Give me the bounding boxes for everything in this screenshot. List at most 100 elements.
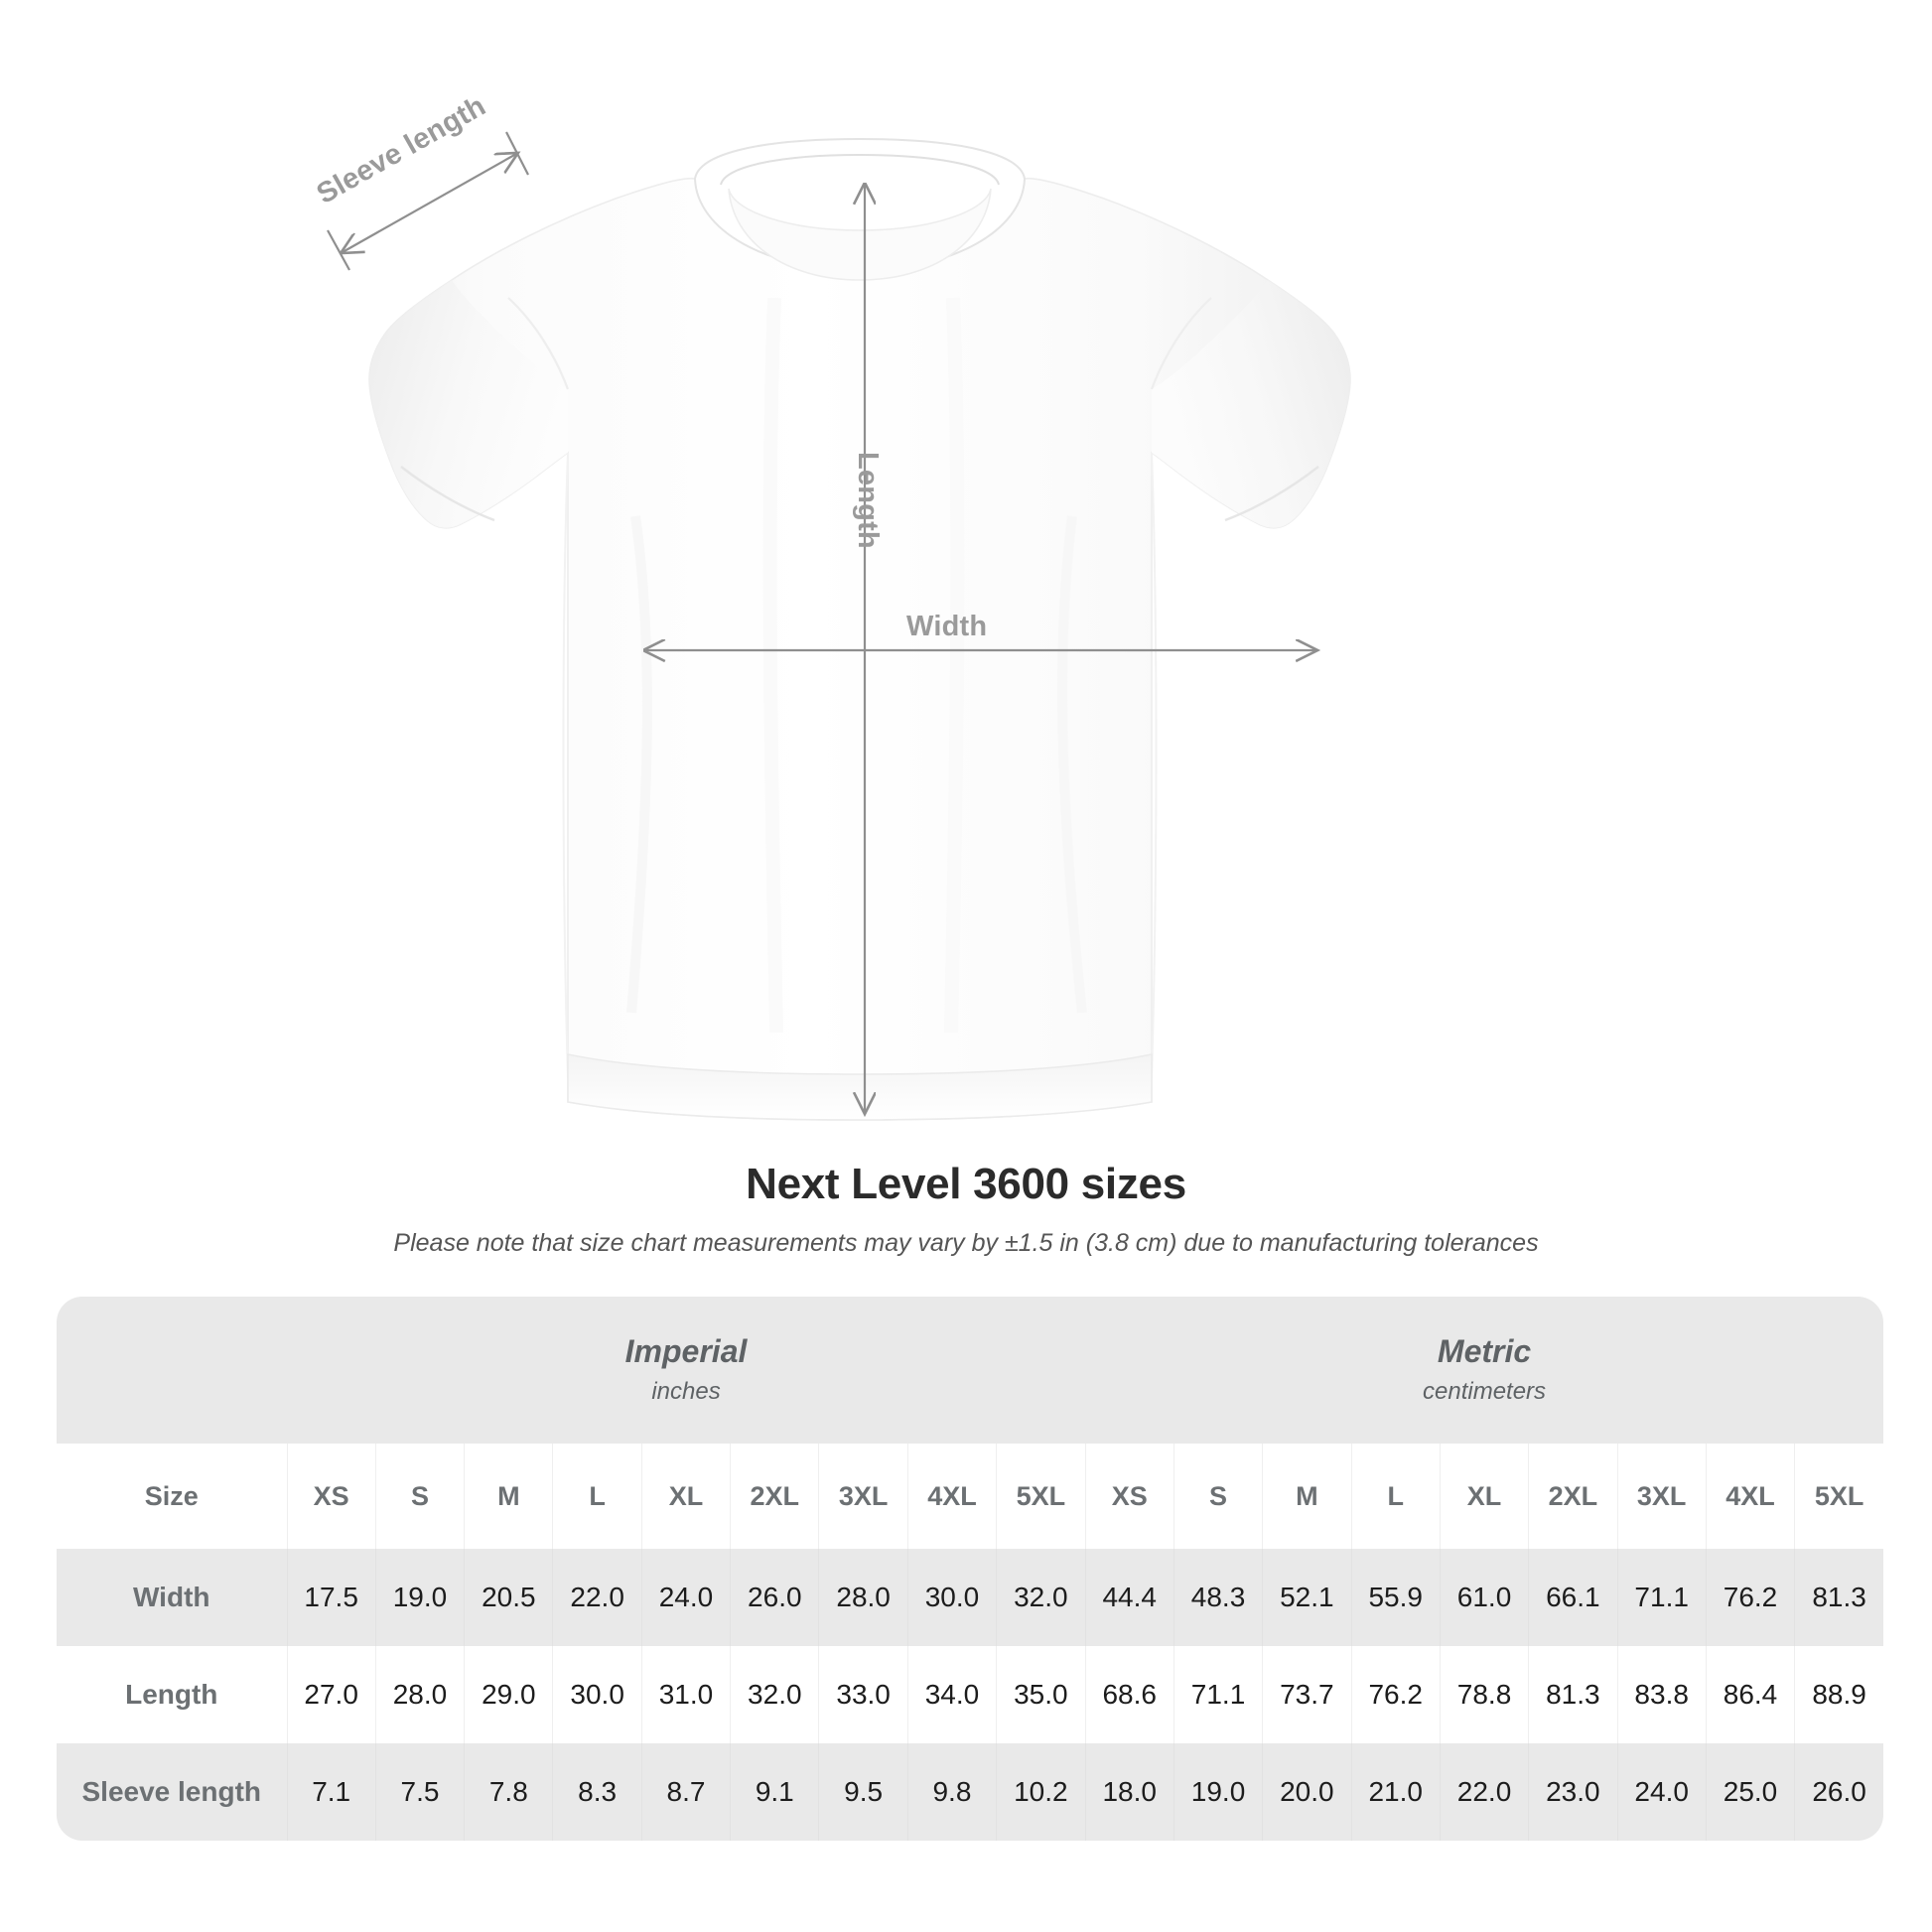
cell-metric: 52.1 <box>1262 1549 1352 1646</box>
cell-metric: 81.3 <box>1794 1549 1884 1646</box>
cell-imperial: 20.5 <box>464 1549 553 1646</box>
size-header-metric-m: M <box>1262 1444 1352 1549</box>
size-header-metric-xs: XS <box>1084 1444 1174 1549</box>
cell-metric: 78.8 <box>1439 1646 1529 1743</box>
cell-imperial: 22.0 <box>552 1549 642 1646</box>
cell-imperial: 9.8 <box>906 1743 997 1841</box>
size-header-imperial-2xl: 2XL <box>730 1444 819 1549</box>
length-label: Length <box>852 452 884 549</box>
cell-imperial: 28.0 <box>818 1549 908 1646</box>
cell-imperial: 33.0 <box>818 1646 908 1743</box>
tolerance-note: Please note that size chart measurements… <box>393 1229 1539 1257</box>
cell-metric: 71.1 <box>1173 1646 1263 1743</box>
cell-metric: 24.0 <box>1616 1743 1707 1841</box>
cell-metric: 76.2 <box>1705 1549 1795 1646</box>
row-label: Sleeve length <box>57 1743 287 1841</box>
cell-imperial: 7.1 <box>286 1743 376 1841</box>
cell-metric: 61.0 <box>1439 1549 1529 1646</box>
size-header-row: Size XS S M L XL 2XL 3XL 4XL 5XL XS S M L XL 2XL 3XL 4XL… <box>57 1444 1884 1549</box>
cell-imperial: 30.0 <box>552 1646 642 1743</box>
cell-imperial: 27.0 <box>286 1646 376 1743</box>
page-title: Next Level 3600 sizes <box>746 1160 1186 1208</box>
size-column-header: Size <box>57 1444 287 1549</box>
table-row: Length 27.0 28.0 29.0 30.0 31.0 32.0 33.0 34.0 35… <box>57 1646 1884 1743</box>
cell-metric: 21.0 <box>1350 1743 1441 1841</box>
size-header-imperial-4xl: 4XL <box>906 1444 997 1549</box>
cell-imperial: 28.0 <box>374 1646 465 1743</box>
cell-metric: 48.3 <box>1173 1549 1263 1646</box>
unit-band-spacer <box>57 1297 287 1444</box>
size-header-imperial-m: M <box>464 1444 553 1549</box>
row-label: Length <box>57 1646 287 1743</box>
size-header-metric-2xl: 2XL <box>1528 1444 1618 1549</box>
size-header-imperial-5xl: 5XL <box>996 1444 1086 1549</box>
cell-metric: 86.4 <box>1705 1646 1795 1743</box>
cell-imperial: 17.5 <box>286 1549 376 1646</box>
cell-imperial: 29.0 <box>464 1646 553 1743</box>
cell-imperial: 9.1 <box>730 1743 819 1841</box>
cell-metric: 26.0 <box>1794 1743 1884 1841</box>
cell-imperial: 7.5 <box>374 1743 465 1841</box>
sleeve-tick-start <box>327 229 350 271</box>
cell-metric: 44.4 <box>1084 1549 1174 1646</box>
cell-imperial: 9.5 <box>818 1743 908 1841</box>
cell-imperial: 32.0 <box>996 1549 1086 1646</box>
measurement-lines <box>327 131 1315 1112</box>
cell-metric: 71.1 <box>1616 1549 1707 1646</box>
size-header-imperial-s: S <box>374 1444 465 1549</box>
cell-imperial: 31.0 <box>640 1646 731 1743</box>
unit-imperial-title: Imperial <box>624 1333 748 1370</box>
cell-metric: 18.0 <box>1084 1743 1174 1841</box>
size-header-metric-s: S <box>1173 1444 1263 1549</box>
size-header-imperial-xl: XL <box>640 1444 731 1549</box>
sleeve-tick-end <box>505 131 529 176</box>
cell-metric: 25.0 <box>1705 1743 1795 1841</box>
table-row: Width 17.5 19.0 20.5 22.0 24.0 26.0 28.0 30.0 32.… <box>57 1549 1884 1646</box>
cell-metric: 23.0 <box>1528 1743 1618 1841</box>
cell-imperial: 8.7 <box>640 1743 731 1841</box>
cell-imperial: 24.0 <box>640 1549 731 1646</box>
unit-group-metric: Metric centimeters <box>1085 1297 1884 1444</box>
size-header-metric-xl: XL <box>1439 1444 1529 1549</box>
cell-imperial: 19.0 <box>374 1549 465 1646</box>
cell-metric: 83.8 <box>1616 1646 1707 1743</box>
size-header-metric-l: L <box>1350 1444 1441 1549</box>
cell-imperial: 7.8 <box>464 1743 553 1841</box>
cell-metric: 19.0 <box>1173 1743 1263 1841</box>
cell-imperial: 26.0 <box>730 1549 819 1646</box>
size-header-metric-4xl: 4XL <box>1705 1444 1795 1549</box>
cell-imperial: 35.0 <box>996 1646 1086 1743</box>
size-header-metric-3xl: 3XL <box>1616 1444 1707 1549</box>
cell-metric: 55.9 <box>1350 1549 1441 1646</box>
sleeve-length-arrow <box>343 154 516 252</box>
tshirt-diagram-svg <box>327 131 1351 1121</box>
cell-metric: 81.3 <box>1528 1646 1618 1743</box>
size-header-imperial-xs: XS <box>286 1444 376 1549</box>
table-row: Sleeve length 7.1 7.5 7.8 8.3 8.7 9.1 9.5 9.8 10.… <box>57 1743 1884 1841</box>
unit-imperial-sub: inches <box>651 1378 721 1406</box>
cell-imperial: 8.3 <box>552 1743 642 1841</box>
unit-metric-title: Metric <box>1437 1333 1532 1370</box>
cell-imperial: 32.0 <box>730 1646 819 1743</box>
unit-group-imperial: Imperial inches <box>287 1297 1086 1444</box>
cell-metric: 73.7 <box>1262 1646 1352 1743</box>
size-header-imperial-l: L <box>552 1444 642 1549</box>
size-chart-table: Imperial inches Metric centimeters Size … <box>57 1297 1884 1841</box>
size-header-imperial-3xl: 3XL <box>818 1444 908 1549</box>
chart-heading: Next Level 3600 sizes Please note that s… <box>0 1160 1932 1258</box>
cell-metric: 76.2 <box>1350 1646 1441 1743</box>
cell-metric: 88.9 <box>1794 1646 1884 1743</box>
size-header-metric-5xl: 5XL <box>1794 1444 1884 1549</box>
cell-metric: 20.0 <box>1262 1743 1352 1841</box>
tshirt-measurement-illustration: Sleeve length Length Width <box>312 90 1351 1121</box>
cell-metric: 22.0 <box>1439 1743 1529 1841</box>
size-chart-table-container: Imperial inches Metric centimeters Size … <box>57 1297 1884 1841</box>
unit-band-row: Imperial inches Metric centimeters <box>57 1297 1884 1444</box>
row-label: Width <box>57 1549 287 1646</box>
cell-imperial: 10.2 <box>996 1743 1086 1841</box>
tshirt-body-shape <box>368 137 1351 1121</box>
cell-imperial: 34.0 <box>906 1646 997 1743</box>
unit-metric-sub: centimeters <box>1423 1378 1547 1406</box>
cell-metric: 66.1 <box>1528 1549 1618 1646</box>
cell-imperial: 30.0 <box>906 1549 997 1646</box>
